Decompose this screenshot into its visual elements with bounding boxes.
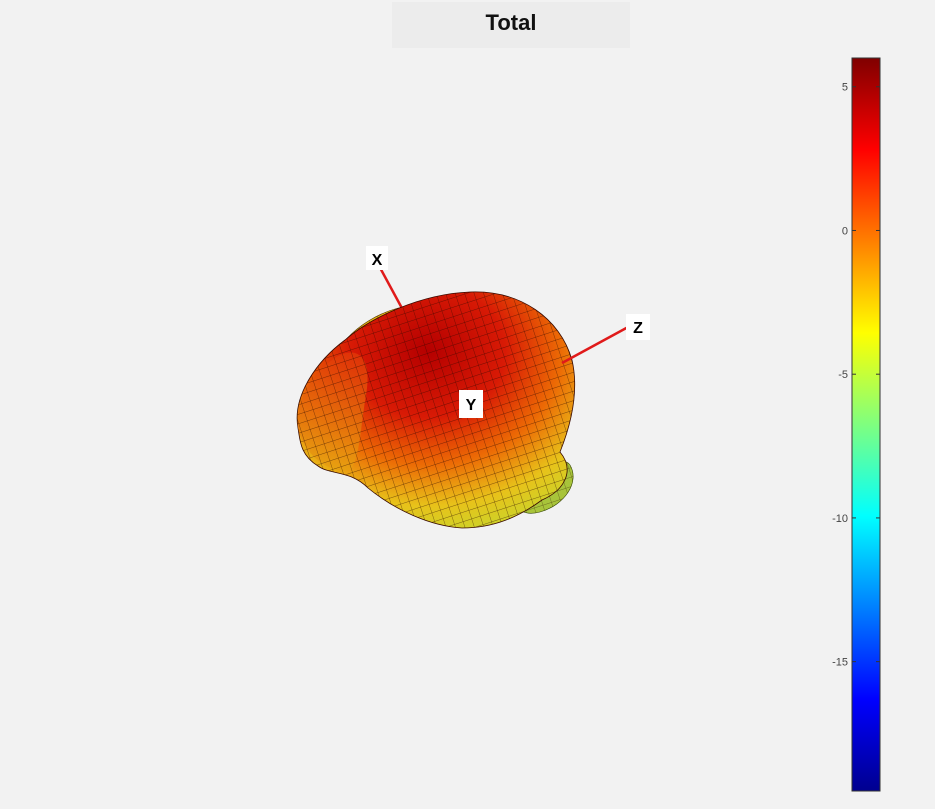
colorbar-gradient (851, 57, 881, 792)
y-axis-label-box (459, 390, 483, 418)
colorbar-tick-label: 0 (842, 225, 848, 237)
chart-title: Total (485, 10, 537, 35)
colorbar-tick-label: -5 (838, 369, 848, 381)
colorbar-tick-label: -15 (832, 657, 848, 669)
x-axis-line (376, 263, 406, 313)
y-axis-label-group: Y (459, 390, 483, 418)
colorbar[interactable]: 5 0 -5 -10 -15 (832, 57, 881, 792)
y-axis-label: Y (466, 397, 477, 414)
colorbar-tick-label: -10 (832, 513, 848, 525)
colorbar-tick-label: 5 (842, 82, 848, 94)
z-axis-label-group: Z (626, 314, 650, 340)
x-axis-label-box (366, 246, 388, 270)
title-background (392, 2, 630, 48)
x-axis-label-group: X (366, 246, 388, 270)
z-axis-label: Z (633, 320, 643, 337)
x-axis-label: X (372, 252, 383, 269)
z-axis-label-box (626, 314, 650, 340)
z-axis-line (561, 324, 631, 365)
colorbar-ticks: 5 0 -5 -10 -15 (832, 82, 880, 669)
